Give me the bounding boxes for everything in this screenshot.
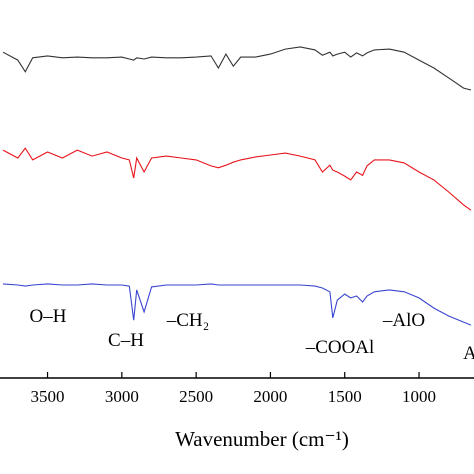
peak-annotation: A <box>463 343 474 364</box>
x-tick-label: 1000 <box>402 387 436 406</box>
x-tick-label: 3000 <box>105 387 139 406</box>
spectrum-line <box>2 283 472 326</box>
spectrum-line <box>2 147 472 211</box>
x-axis-label: Wavenumber (cm⁻¹) <box>175 427 349 451</box>
x-tick-label: 3500 <box>31 387 65 406</box>
peak-annotation: C–H <box>108 330 144 351</box>
peak-annotation: –AlO <box>382 310 425 331</box>
peak-annotation: –COOAl <box>305 337 375 358</box>
x-tick-label: 2000 <box>253 387 287 406</box>
peak-annotation: –CH₂ <box>166 310 210 331</box>
peak-annotation: O–H <box>30 306 67 327</box>
x-tick-label: 2500 <box>179 387 213 406</box>
x-tick-label: 1500 <box>328 387 362 406</box>
spectrum-line <box>2 46 472 91</box>
